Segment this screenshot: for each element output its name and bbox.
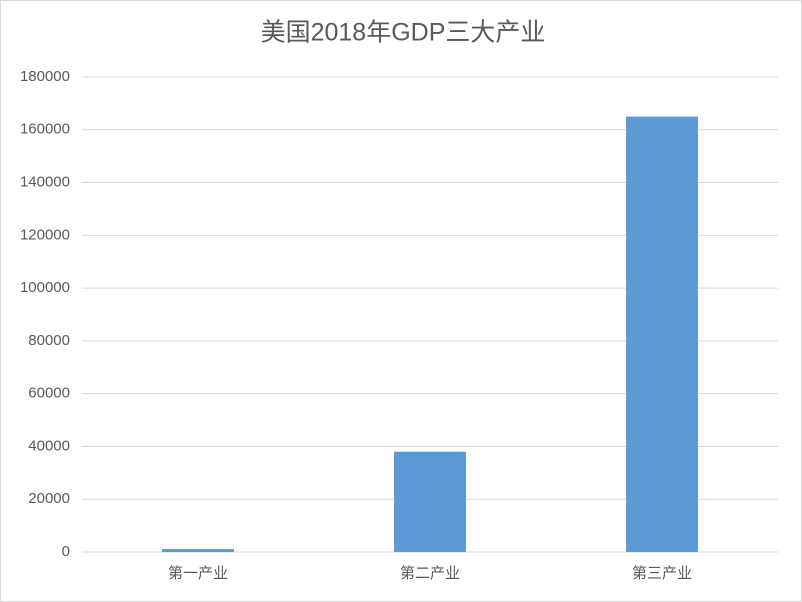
y-tick-label: 180000 <box>20 68 70 85</box>
y-tick-label: 40000 <box>28 437 70 454</box>
bar <box>394 451 466 552</box>
bar <box>626 116 698 552</box>
y-tick-label: 0 <box>62 543 70 560</box>
y-tick-label: 60000 <box>28 385 70 402</box>
x-tick-label: 第一产业 <box>168 564 228 582</box>
y-tick-label: 160000 <box>20 121 70 138</box>
x-tick-label: 第二产业 <box>400 564 460 582</box>
chart-title: 美国2018年GDP三大产业 <box>261 19 546 47</box>
bar <box>162 549 234 552</box>
x-tick-label: 第三产业 <box>632 564 692 582</box>
y-tick-label: 140000 <box>20 174 70 191</box>
y-tick-label: 80000 <box>28 332 70 349</box>
y-tick-label: 100000 <box>20 279 70 296</box>
y-tick-label: 20000 <box>28 490 70 507</box>
y-tick-label: 120000 <box>20 226 70 243</box>
